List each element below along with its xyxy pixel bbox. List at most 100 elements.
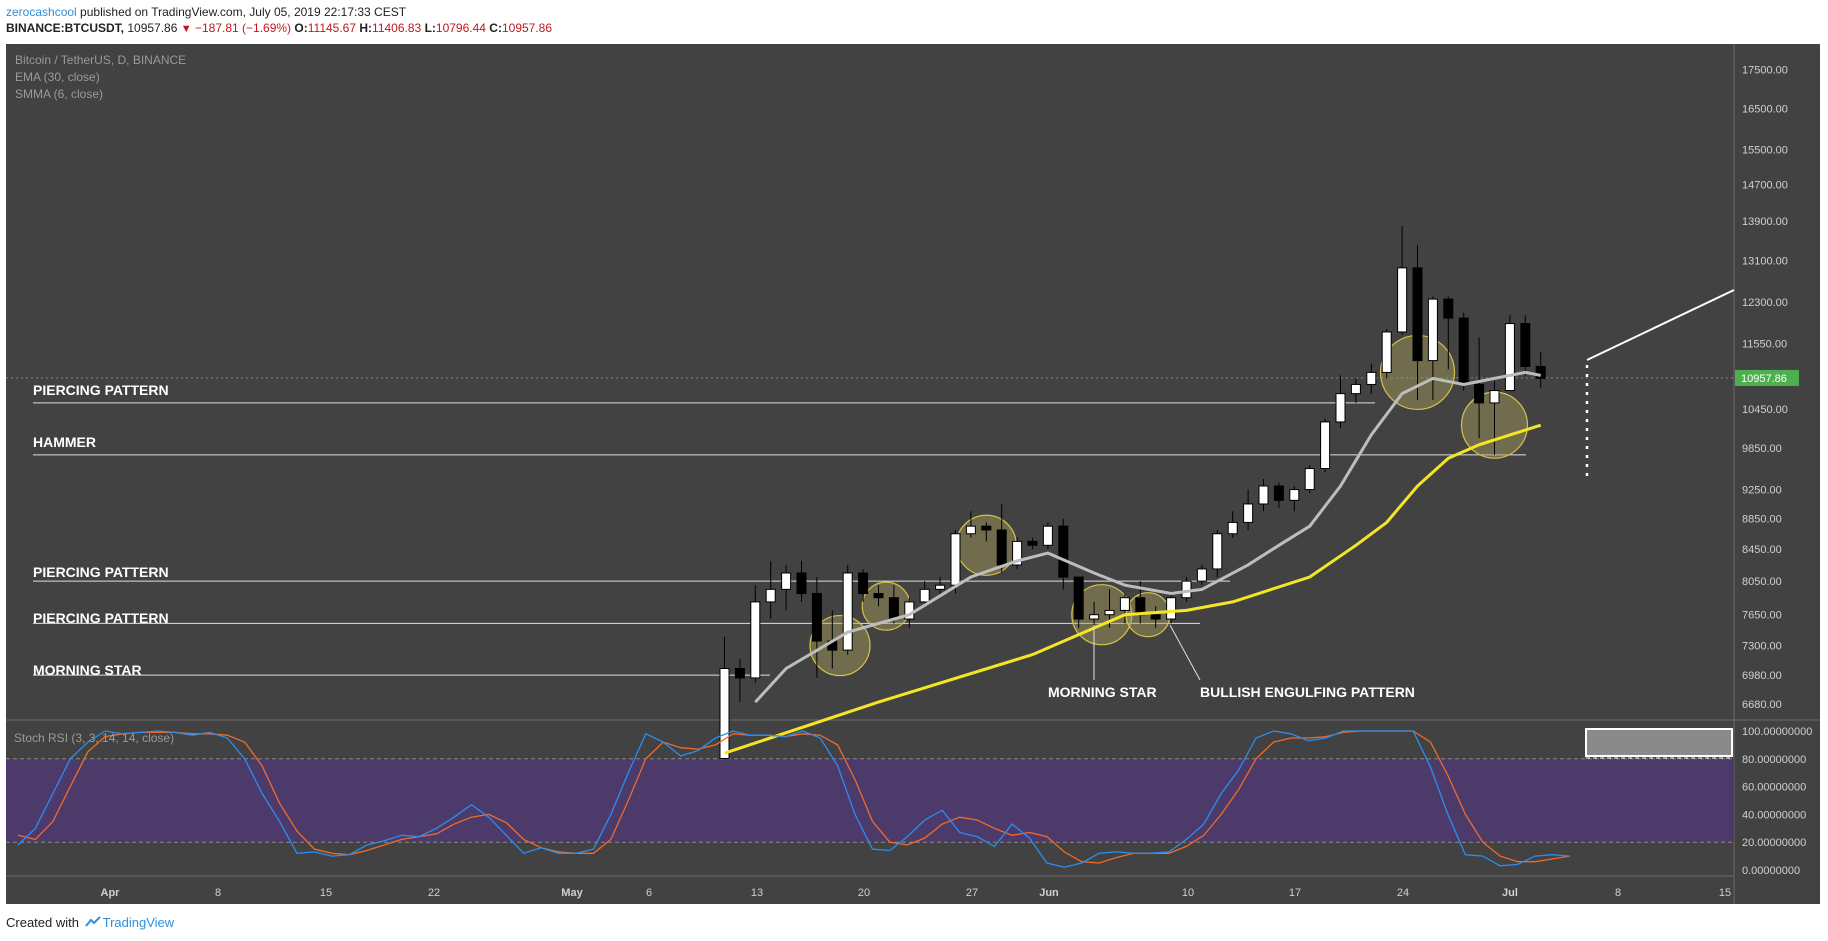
smma-legend: SMMA (6, close) [15, 87, 104, 101]
price-tick-label: 7300.00 [1742, 641, 1782, 653]
symbol-name: BINANCE:BTCUSDT, [6, 21, 124, 35]
candle-up [1320, 421, 1331, 470]
candle-down [1520, 323, 1531, 367]
time-tick-label: 24 [1397, 887, 1409, 899]
candle-down [1474, 383, 1485, 404]
low-value: 10796.44 [435, 21, 486, 35]
candle-up [1181, 580, 1192, 599]
candle-up [1119, 597, 1130, 611]
candle-up [1427, 298, 1438, 362]
time-tick-label: May [561, 887, 583, 899]
candle-up [842, 572, 853, 651]
price-tick-label: 11550.00 [1742, 338, 1787, 350]
time-tick-label: 10 [1182, 887, 1194, 899]
piercing-pattern-label-3: PIERCING PATTERN [33, 610, 169, 626]
high-label: H: [359, 21, 373, 35]
price-tick-label: 12300.00 [1742, 297, 1788, 309]
time-tick-label: 15 [1719, 887, 1731, 899]
stoch-tick-label: 20.00000000 [1742, 837, 1806, 849]
price-tick-label: 9850.00 [1742, 443, 1782, 455]
candle-down [1412, 267, 1423, 362]
time-tick-label: Jun [1039, 887, 1059, 899]
candle-down [1535, 365, 1546, 379]
symbol-quote: BINANCE:BTCUSDT, 10957.86 ▼ −187.81 (−1.… [6, 21, 552, 35]
publish-text: published on TradingView.com, July 05, 2… [76, 5, 407, 19]
chart-title: Bitcoin / TetherUS, D, BINANCE [15, 53, 187, 67]
price-tick-label: 13100.00 [1742, 255, 1788, 267]
candle-up [1012, 540, 1023, 566]
stoch-rsi-d-line [17, 730, 1571, 864]
high-value: 11406.83 [372, 21, 422, 35]
candle-down [1027, 540, 1038, 546]
candle-down [858, 572, 869, 595]
candle-down [1273, 485, 1284, 501]
stoch-tick-label: 40.00000000 [1742, 809, 1806, 821]
stoch-tick-label: 80.00000000 [1742, 754, 1806, 766]
publish-info: zerocashcool published on TradingView.co… [6, 5, 406, 19]
candle-up [1504, 323, 1515, 392]
time-tick-label: 15 [320, 887, 332, 899]
time-tick-label: 20 [858, 887, 870, 899]
price-tick-label: 13900.00 [1742, 216, 1788, 228]
candle-up [1166, 597, 1177, 620]
time-tick-label: 8 [215, 887, 221, 899]
price-tick-label: 10450.00 [1742, 404, 1788, 416]
candle-up [719, 668, 730, 760]
candle-up [781, 572, 792, 590]
candle-up [1366, 371, 1377, 385]
morning-star-label-left: MORNING STAR [33, 662, 142, 678]
candle-up [1289, 489, 1300, 501]
close-label: C: [489, 21, 502, 35]
price-tick-label: 6980.00 [1742, 670, 1782, 682]
candle-up [1089, 614, 1100, 620]
candle-up [1304, 468, 1315, 491]
current-price-badge-label: 10957.86 [1741, 373, 1787, 385]
candle-down [811, 593, 822, 642]
created-with-text: Created with [6, 915, 79, 930]
stoch-tick-label: 0.00000000 [1742, 865, 1800, 877]
stoch-tick-label: 60.00000000 [1742, 782, 1806, 794]
candle-down [1443, 298, 1454, 319]
stoch-rsi-k-line [17, 730, 1571, 868]
candle-up [1212, 533, 1223, 570]
last-price: 10957.86 [127, 21, 178, 35]
time-tick-label: 17 [1289, 887, 1301, 899]
time-tick-label: 13 [751, 887, 763, 899]
time-tick-label: Jul [1502, 887, 1518, 899]
piercing-pattern-label-2: PIERCING PATTERN [33, 564, 169, 580]
candle-up [935, 584, 946, 590]
open-value: 11145.67 [307, 21, 357, 35]
price-axis-bg [1734, 44, 1820, 904]
candle-up [1381, 331, 1392, 373]
tradingview-link[interactable]: TradingView [102, 915, 175, 930]
candle-up [1243, 503, 1254, 523]
price-tick-label: 8850.00 [1742, 514, 1782, 526]
candle-up [1227, 521, 1238, 535]
time-tick-label: 22 [428, 887, 440, 899]
author-link[interactable]: zerocashcool [6, 5, 77, 19]
price-tick-label: 6680.00 [1742, 699, 1782, 711]
time-axis-bg [6, 876, 1734, 904]
price-tick-label: 8050.00 [1742, 576, 1782, 588]
time-tick-label: 8 [1615, 887, 1621, 899]
candle-down [796, 572, 807, 595]
candle-down [888, 597, 899, 620]
time-tick-label: 6 [646, 887, 652, 899]
candle-down [1150, 614, 1161, 620]
smma-6-line [754, 370, 1541, 704]
candle-up [1196, 568, 1207, 582]
candle-up [1397, 267, 1408, 333]
low-label: L: [424, 21, 436, 35]
candle-up [1335, 393, 1346, 423]
candle-down [734, 668, 745, 679]
hammer-label: HAMMER [33, 434, 96, 450]
candle-up [750, 601, 761, 679]
candle-down [1058, 525, 1069, 578]
candle-up [1350, 383, 1361, 395]
candle-up [1042, 525, 1053, 546]
projection-trend-line [1586, 289, 1735, 361]
candle-up [919, 588, 930, 603]
stoch-tick-label: 100.00000000 [1742, 726, 1812, 738]
price-tick-label: 14700.00 [1742, 179, 1788, 191]
